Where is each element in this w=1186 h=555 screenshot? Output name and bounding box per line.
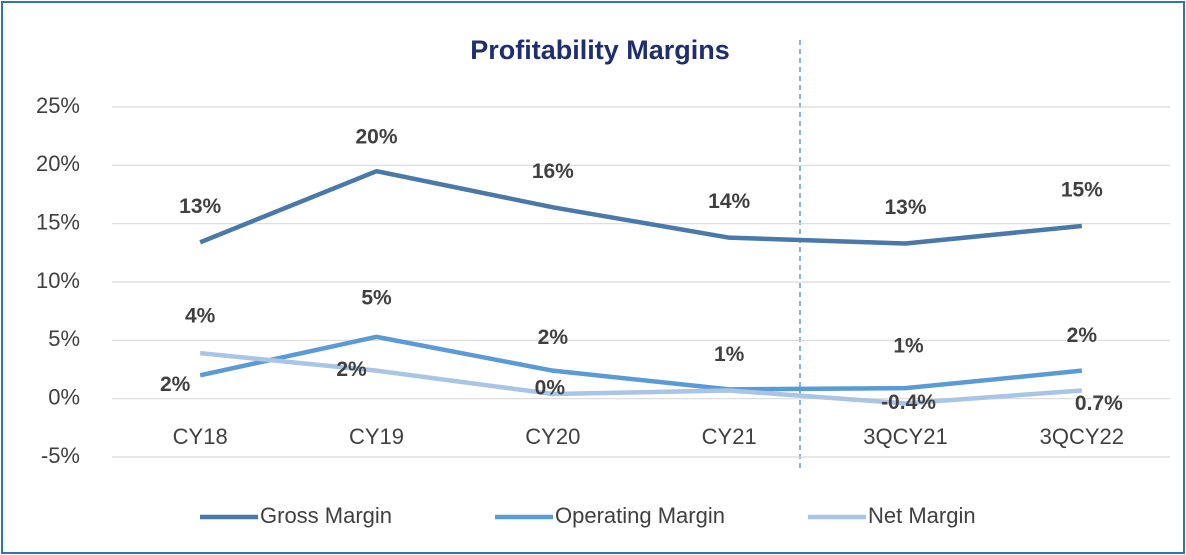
data-label: 2% [1067, 324, 1098, 347]
series-line [199, 334, 1083, 392]
data-label: 2% [336, 358, 367, 381]
data-label: 13% [179, 195, 221, 218]
x-tick-label: CY20 [525, 424, 580, 449]
data-label: 1% [893, 335, 924, 358]
y-tick-label: 15% [36, 209, 80, 234]
data-label: 2% [160, 373, 191, 396]
data-label: 4% [185, 305, 216, 328]
data-label: 15% [1061, 179, 1103, 202]
y-tick-label: 5% [48, 326, 80, 351]
data-label: 14% [708, 190, 750, 213]
data-label: 2% [538, 326, 569, 349]
y-tick-label: 0% [48, 384, 80, 409]
data-label: 1% [714, 343, 745, 366]
data-label: -0.4% [881, 391, 936, 414]
data-label: 5% [361, 286, 392, 309]
data-label: 0% [535, 377, 566, 400]
chart-title: Profitability Margins [470, 35, 730, 65]
y-tick-label: 10% [36, 268, 80, 293]
y-tick-label: 25% [36, 93, 80, 118]
series-line [199, 168, 1083, 246]
legend-label: Net Margin [868, 503, 976, 528]
y-tick-label: -5% [41, 443, 80, 468]
legend-label: Gross Margin [260, 503, 392, 528]
data-label: 13% [884, 196, 926, 219]
series-line [199, 350, 1082, 406]
y-tick-label: 20% [36, 151, 80, 176]
data-label: 16% [532, 160, 574, 183]
x-tick-label: CY19 [349, 424, 404, 449]
x-tick-label: CY21 [702, 424, 757, 449]
x-tick-label: CY18 [173, 424, 228, 449]
data-label: 0.7% [1075, 392, 1123, 415]
data-label: 20% [355, 126, 397, 149]
x-tick-label: 3QCY22 [1040, 424, 1124, 449]
x-tick-label: 3QCY21 [863, 424, 947, 449]
legend-label: Operating Margin [555, 503, 725, 528]
